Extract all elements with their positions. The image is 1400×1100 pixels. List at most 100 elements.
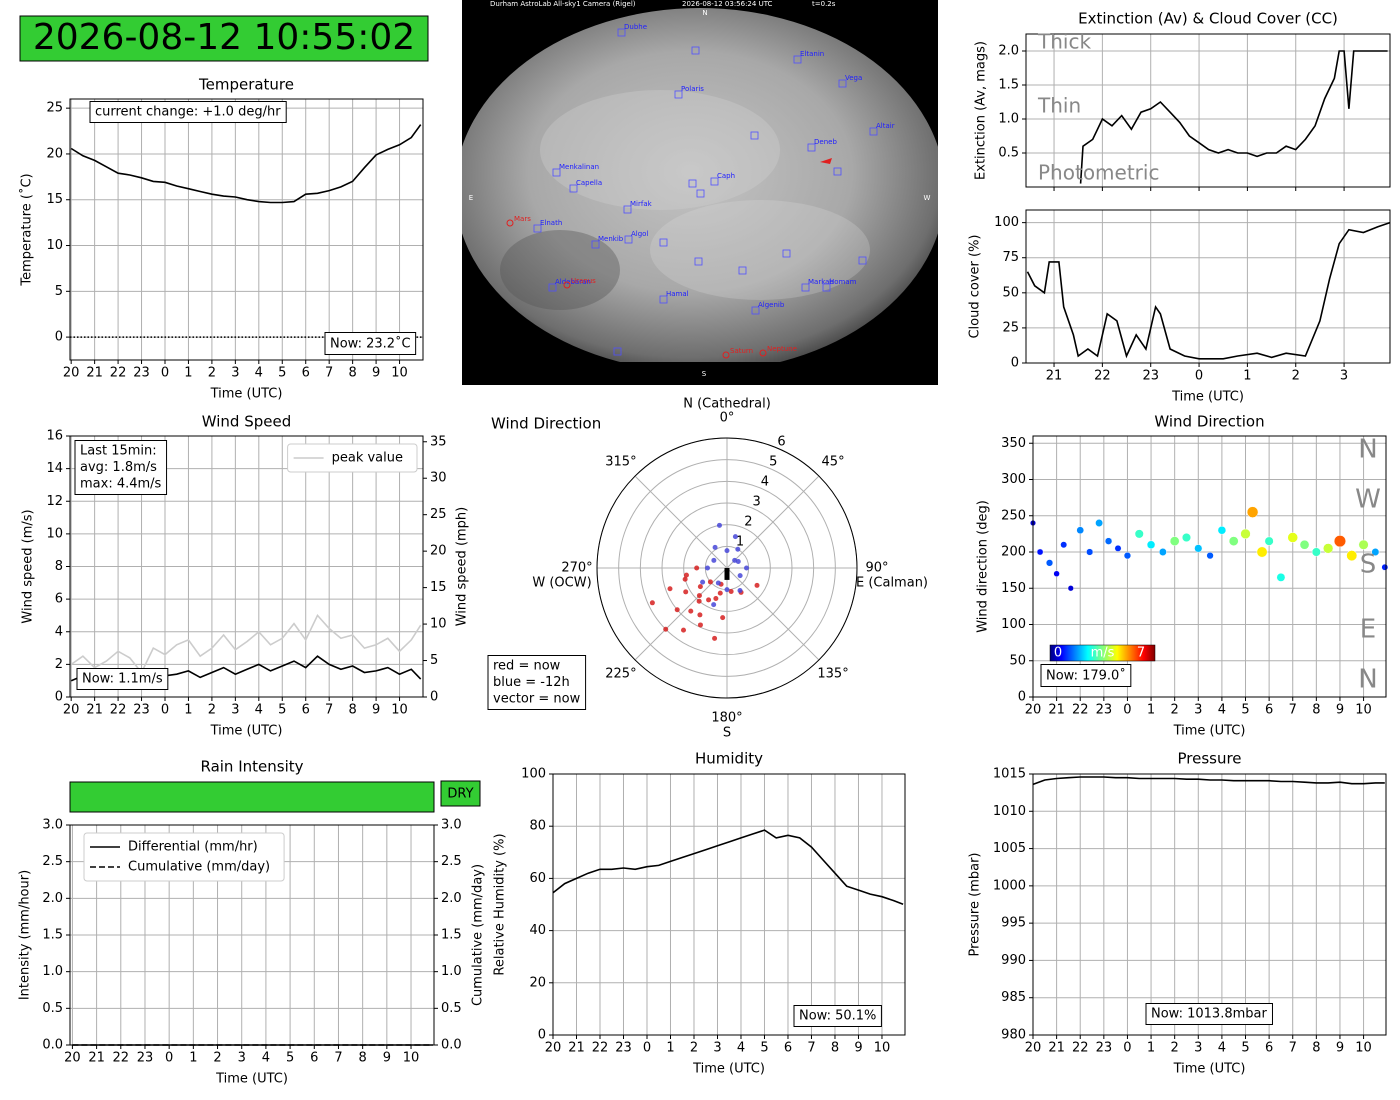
series-line [70,124,422,204]
star-marker [613,347,622,356]
angle-tick-label: 90° [865,561,888,576]
legend: Differential (mm/hr) Cumulative (mm/day) [83,832,285,882]
star-label: Hamal [666,290,689,298]
scatter-point [1299,539,1310,550]
scatter-point [1256,546,1268,558]
polar-point [732,557,738,563]
y-tick-label: 4 [55,624,63,639]
series-line [1026,221,1391,360]
star-marker [858,256,867,265]
polar-point [711,557,717,563]
star-marker [624,235,633,244]
x-tick-label: 0 [1123,1041,1131,1056]
radial-tick-label: 1 [736,535,744,550]
cloud-patch [650,200,870,300]
planet-label: Mars [514,215,531,223]
polar-point [732,534,738,540]
y-tick-label: 60 [529,871,546,886]
y-tick-label: 1010 [993,804,1026,819]
x-tick-label: 6 [784,1041,792,1056]
scatter-point [1194,544,1203,553]
sky-camera: Durham AstroLab All-sky1 Camera (Rigel) 2… [462,0,938,385]
y-tick-label: 0.5 [42,1001,63,1016]
annotation-text: Last 15min: [80,444,157,459]
x-axis-label: Time (UTC) [215,1072,288,1087]
scatter-point [1036,548,1044,556]
scatter-point [1134,529,1144,539]
x-tick-label: 2 [690,1041,698,1056]
x-tick-label: 2 [1292,369,1300,384]
cloud-patch [500,230,620,310]
scatter-point [1346,550,1358,562]
x-axis-label: Time (UTC) [1171,390,1244,405]
x-tick-label: 9 [372,703,380,718]
y-tick-label: 3.0 [42,818,63,833]
x-tick-label: 4 [255,366,263,381]
polar-point [683,572,689,578]
y-tick-label: 1.5 [998,78,1019,93]
x-tick-label: 6 [302,366,310,381]
star-marker [617,28,626,37]
x-tick-label: 22 [113,1051,130,1066]
polar-point [754,582,760,588]
star-marker [569,184,578,193]
x-tick-label: 5 [286,1051,294,1066]
x-tick-label: 21 [1048,703,1065,718]
star-label: Polaris [681,85,704,93]
scatter-point [1053,570,1060,577]
series-line [552,829,904,905]
x-tick-label: 3 [238,1051,246,1066]
star-marker [801,283,810,292]
x-tick-label: 22 [1072,1041,1089,1056]
polar-point [724,548,730,554]
star-marker [710,177,719,186]
y-axis-label: Pressure (mbar) [968,852,983,956]
star-marker [833,167,842,176]
x-tick-label: 1 [189,1051,197,1066]
annotation-text: Now: 1.1m/s [82,672,163,687]
x-axis-label: Time (UTC) [692,1062,765,1077]
y2-axis-label: Cumulative (mm/day) [471,864,486,1006]
x-tick-label: 5 [1241,1041,1249,1056]
polar-point [694,565,700,571]
y-axis-label: Intensity (mm/hour) [18,870,33,1000]
star-label: Dubhe [624,23,647,31]
x-tick-label: 2 [1171,703,1179,718]
y-tick-label: 20 [46,146,63,161]
direction-arrow [820,158,832,164]
x-tick-label: 7 [1289,703,1297,718]
star-marker [552,168,561,177]
annotation-box [76,668,169,690]
axes-frame [1032,435,1387,698]
x-tick-label: 2 [1171,1041,1179,1056]
scatter-point [1114,544,1122,552]
annotation: Now: 1013.8mbar [1145,1003,1273,1025]
colorbar-tick-label: 7 [1137,646,1145,661]
compass-label: W [924,194,931,202]
y2-tick-label: 2.0 [441,891,462,906]
x-tick-label: 2 [213,1051,221,1066]
radial-tick-label: 2 [744,515,752,530]
y-tick-label: 10 [46,526,63,541]
y-tick-label: 8 [55,559,63,574]
legend-label: Cumulative (mm/day) [128,860,270,875]
y-tick-label: 12 [46,494,63,509]
y2-axis-label: Wind speed (mph) [455,507,470,627]
annotation: Now: 23.2˚C [324,332,417,355]
y2-tick-label: 30 [430,471,447,486]
star-marker [696,189,705,198]
x-tick-label: 3 [231,366,239,381]
angle-tick-label: 315° [605,454,636,469]
scatter-point [1246,506,1259,518]
polar-point [717,590,723,596]
x-axis-label: Time (UTC) [210,724,283,739]
y-tick-label: 6 [55,592,63,607]
planet-marker [722,351,730,359]
scatter-point [1104,537,1113,545]
series-line [1079,50,1388,184]
star-marker [838,79,847,88]
radial-tick-label: 3 [752,495,760,510]
star-marker [623,205,632,214]
